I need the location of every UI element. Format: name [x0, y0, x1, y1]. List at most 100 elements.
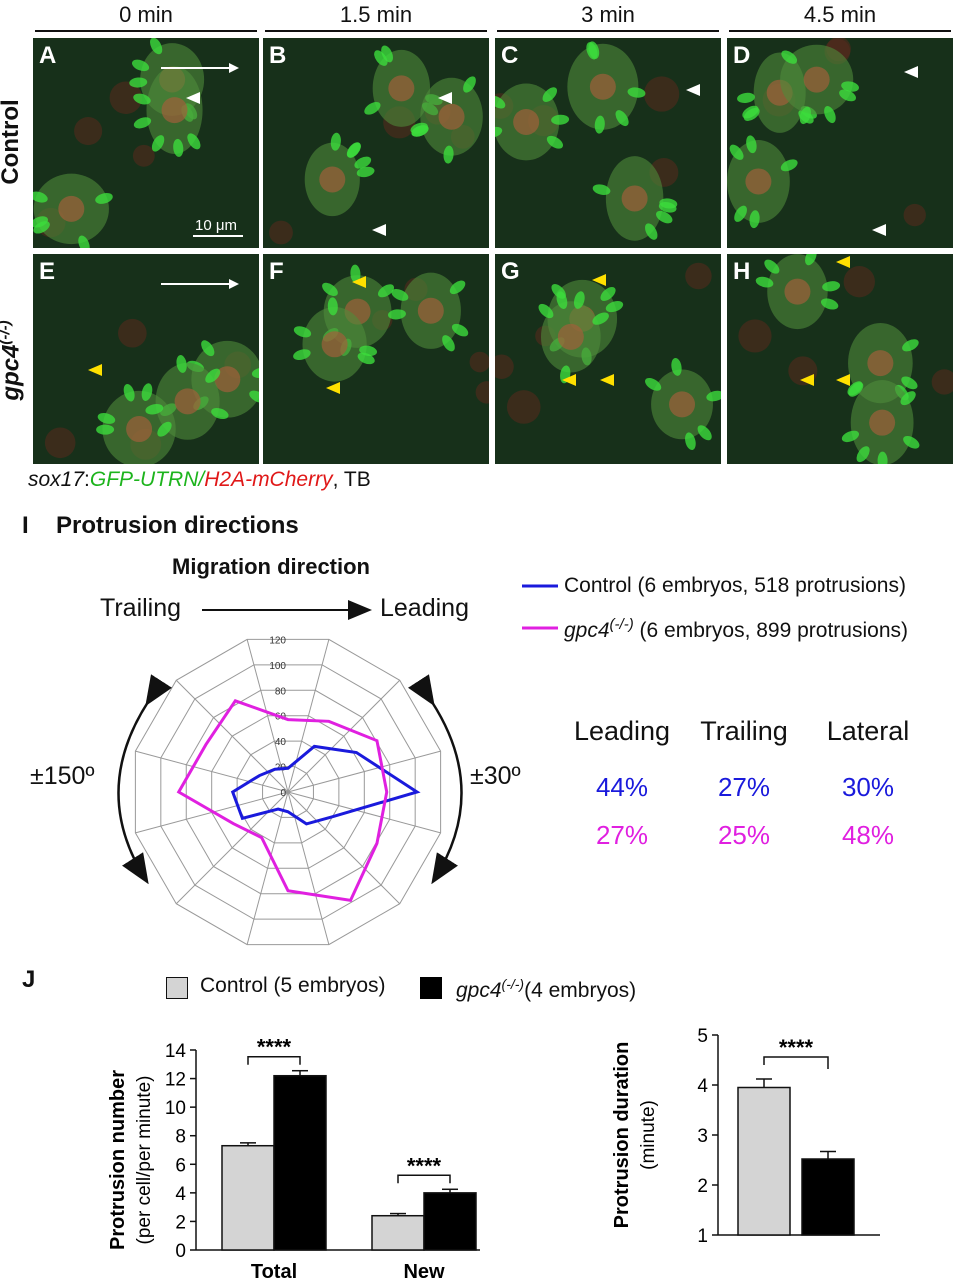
legend-gpc4-rest: (6 embryos, 899 protrusions) — [633, 619, 908, 642]
radar-spoke — [246, 639, 289, 793]
micrograph-panel-f: F — [263, 254, 489, 464]
micrograph-image — [495, 254, 721, 464]
legend-swatch-control-bar — [166, 977, 188, 999]
panel-letter: G — [501, 258, 520, 285]
panel-letter: F — [269, 258, 284, 285]
protrusion-blob — [151, 135, 165, 152]
control-trailing: 27% — [717, 772, 771, 802]
protrusion-blob — [839, 89, 857, 102]
arrowhead-marker — [686, 84, 700, 96]
protrusion-blob — [781, 50, 798, 64]
row-label-control: Control — [0, 99, 24, 185]
arrowhead-marker — [800, 374, 814, 386]
protrusion-blob — [141, 383, 153, 401]
y-tick-label: 10 — [165, 1098, 186, 1119]
protrusion-blob — [249, 390, 259, 403]
micrograph-image — [263, 38, 489, 248]
protrusion-blob — [645, 223, 658, 240]
panel-letter: B — [269, 42, 287, 69]
nucleus-dim — [506, 390, 541, 424]
protrusion-blob — [556, 291, 568, 310]
protrusion-blob — [350, 264, 361, 283]
significance-stars: **** — [257, 1035, 292, 1060]
protrusion-blob — [347, 142, 361, 158]
bar — [371, 1214, 425, 1251]
nucleus-dim — [475, 381, 489, 404]
protrusion-blob — [123, 383, 135, 402]
nucleus-dim — [118, 318, 147, 348]
y-tick-label: 4 — [697, 1076, 708, 1097]
protrusion-blob — [594, 115, 605, 134]
significance-bracket — [247, 1055, 301, 1065]
x-category-label: New — [403, 1261, 445, 1280]
gpc4-leading: 27% — [595, 820, 649, 850]
arrowhead-marker — [372, 224, 386, 236]
nucleus-dim — [44, 427, 76, 459]
protrusion-blob — [442, 335, 455, 352]
micrograph-image — [727, 254, 953, 464]
timepoint-rule — [265, 30, 487, 32]
micrograph-image — [727, 38, 953, 248]
protrusion-duration-chart: 1 2 3 4 5 Protrusion duration (minute) **** — [611, 1026, 880, 1247]
arc-left — [117, 674, 173, 885]
protrusion-blob — [627, 87, 646, 98]
protrusion-blob — [377, 284, 395, 298]
radar-ring-label: 80 — [275, 686, 287, 697]
nucleus-dim — [109, 81, 143, 114]
y-tick-label: 3 — [697, 1126, 708, 1147]
gpc4-lateral: 48% — [841, 820, 895, 850]
angle-right-label: ±30º — [470, 762, 521, 790]
micrograph-image — [33, 254, 259, 464]
y-axis-label-secondary: (minute) — [638, 1100, 659, 1170]
radar-series-line — [176, 698, 389, 902]
cell-nucleus — [803, 66, 830, 93]
cell-nucleus — [621, 185, 648, 212]
cell-nucleus — [214, 366, 241, 393]
nucleus-dim — [269, 220, 293, 245]
legend-control-bar: Control (5 embryos) — [200, 974, 386, 997]
timepoint-rule — [35, 30, 257, 32]
panel-letter: C — [501, 42, 519, 69]
protrusion-blob — [780, 159, 798, 172]
micrograph-panel-h: H — [727, 254, 953, 464]
protrusion-blob — [729, 144, 744, 160]
header-lateral: Lateral — [826, 716, 910, 746]
protrusion-blob — [573, 291, 585, 309]
legend-gpc4-bar: gpc4(-/-)(4 embryos) — [456, 976, 636, 1003]
radar-ring-label: 100 — [269, 661, 286, 672]
y-tick-label: 14 — [165, 1041, 187, 1062]
arrowhead-marker — [438, 92, 452, 104]
micrograph-panel-a: 10 μm A — [33, 38, 259, 248]
micrograph-image — [263, 254, 489, 464]
protrusion-blob — [615, 110, 629, 127]
cell-nucleus — [174, 388, 201, 415]
radar-ring-label: 120 — [269, 635, 286, 646]
cell-nucleus — [438, 103, 465, 130]
protrusion-blob — [600, 286, 616, 301]
y-tick-label: 0 — [175, 1241, 186, 1262]
timepoint-label: 1.5 min — [339, 2, 413, 27]
protrusion-blob — [293, 326, 312, 338]
protrusion-blob — [374, 50, 388, 66]
protrusion-blob — [33, 191, 48, 203]
arc-right — [407, 674, 463, 885]
nucleus-dim — [132, 144, 155, 167]
legend-swatches — [522, 584, 558, 630]
protrusion-blob — [495, 95, 506, 109]
panel-letter: D — [733, 42, 751, 69]
protrusion-number-chart: 0 2 4 6 8 10 12 14 Protrusion number (per cell/pe… — [107, 1035, 480, 1280]
direction-arrowhead — [229, 279, 239, 289]
protrusion-blob — [764, 259, 780, 274]
protrusion-blob — [97, 413, 116, 424]
legend-gpc4-bar-rest: (4 embryos) — [524, 979, 637, 1002]
direction-arrowhead — [229, 63, 239, 73]
protrusion-blob — [443, 145, 454, 164]
stain-caption: sox17:GFP-UTRN/H2A-mCherry, TB — [28, 468, 371, 492]
micrograph-panel-d: D — [727, 38, 953, 248]
timepoint-label: 3 min — [581, 2, 635, 27]
arrowhead-marker — [904, 66, 918, 78]
caption-tail: , TB — [332, 468, 371, 491]
protrusion-blob — [586, 42, 598, 60]
bar — [221, 1144, 275, 1251]
